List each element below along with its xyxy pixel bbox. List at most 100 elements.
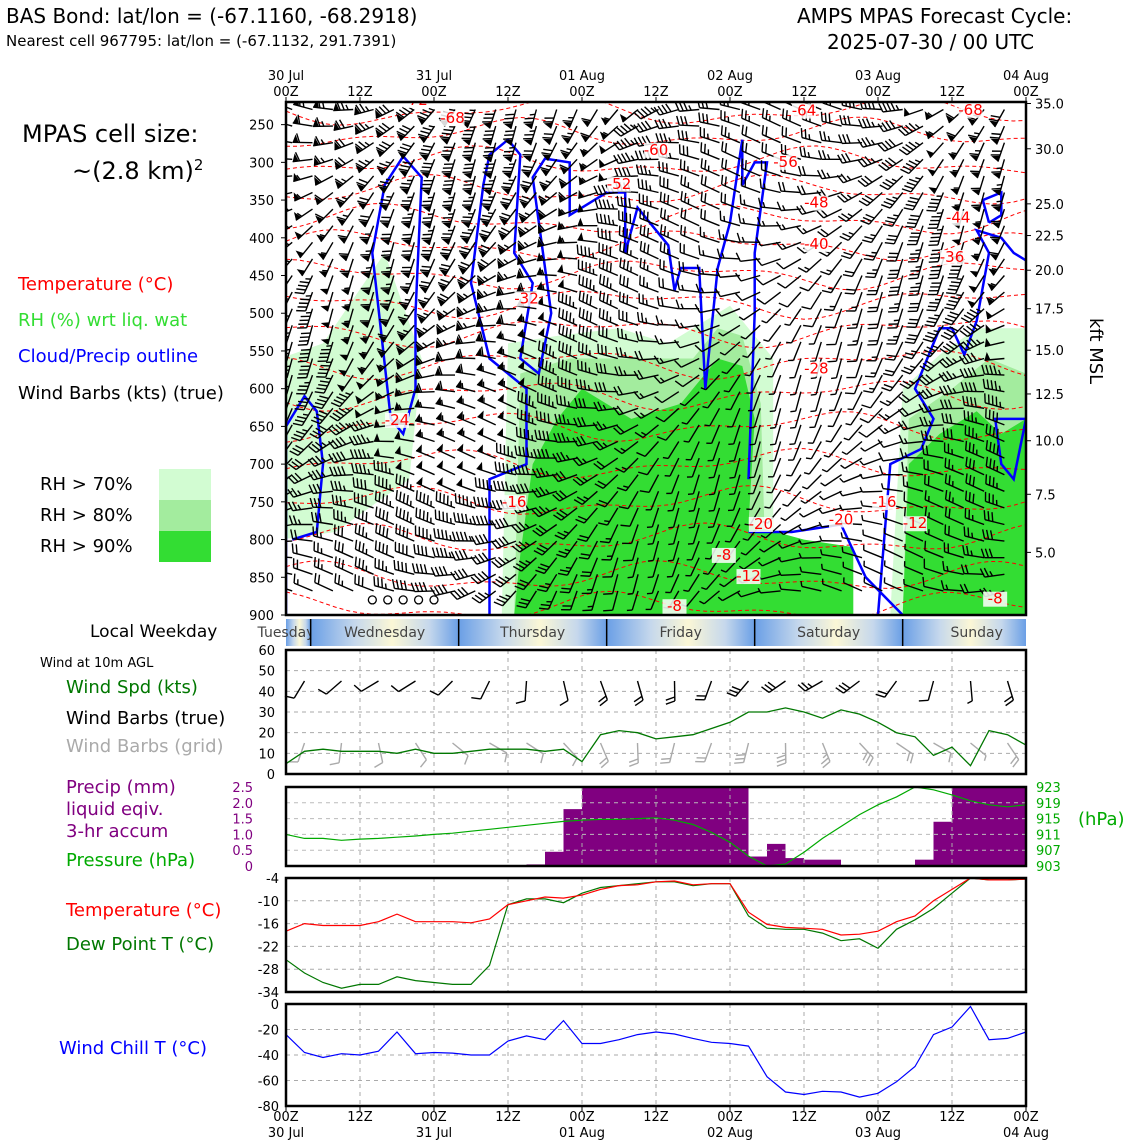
barb-full [518, 212, 528, 219]
barb-full [577, 538, 587, 542]
barb-full [457, 278, 466, 285]
barb-full [558, 191, 567, 200]
barb-full [374, 490, 377, 501]
barb-full [401, 124, 412, 131]
wind-barb [327, 436, 354, 450]
barb-full [927, 460, 929, 471]
wind-barb [596, 490, 619, 508]
barb-flag [990, 138, 999, 145]
barb-full [440, 136, 450, 139]
wind-barb [496, 314, 517, 326]
barb-flag [537, 281, 543, 290]
barb-full [921, 376, 931, 384]
wind-barb [622, 524, 639, 545]
barb-half [851, 306, 857, 309]
barb-staff [845, 208, 863, 222]
barb-full [862, 239, 872, 244]
barb-staff [374, 566, 395, 575]
wind-barb [757, 197, 781, 210]
wind-barb [723, 374, 741, 393]
barb-full [969, 152, 979, 156]
barb-flag [360, 255, 370, 262]
barb-staff [375, 515, 395, 526]
barb-full [517, 254, 525, 263]
barb-half [810, 393, 817, 396]
barb-full [307, 458, 316, 467]
barb-staff [781, 540, 802, 549]
barb-half [789, 426, 796, 429]
barb-full [923, 558, 926, 569]
wind-barb [918, 374, 944, 386]
barb-half [952, 387, 957, 394]
wind-barb [694, 341, 720, 353]
barb-staff [872, 241, 883, 261]
barb-flag [415, 413, 421, 422]
wind-barb [456, 291, 476, 304]
barb-full [950, 296, 960, 300]
barb-flag [378, 335, 387, 343]
barb-half [321, 121, 325, 127]
barb-full [637, 178, 640, 189]
wind-barb [575, 378, 598, 393]
barb-full [941, 413, 945, 423]
barb-full [421, 265, 432, 268]
wind-barb [456, 477, 476, 492]
barb-full [310, 419, 321, 425]
barb-full [735, 272, 742, 282]
barb-full [297, 389, 308, 391]
wind-barb [376, 341, 395, 358]
barb-full [983, 567, 990, 577]
barb-staff [488, 109, 497, 129]
wind-barb [516, 254, 537, 266]
barb-half [681, 421, 688, 425]
barb-flag [456, 308, 463, 317]
barb-staff [810, 291, 822, 310]
barb-full [864, 375, 875, 378]
barb-half [423, 312, 429, 316]
barb-full [634, 350, 640, 361]
wind-barb [820, 474, 842, 487]
wind-barb [659, 259, 680, 277]
wind-barb [358, 341, 375, 360]
barb-flag [340, 322, 350, 328]
wind-barb [456, 443, 476, 459]
barb-half [687, 182, 690, 188]
barb-full [626, 244, 629, 255]
wind-barb [718, 324, 741, 337]
wind-barb [516, 408, 537, 426]
barb-full [561, 135, 571, 139]
wind-barb [721, 157, 741, 177]
wind-barb [395, 523, 415, 542]
barb-staff [720, 103, 741, 111]
barb-flag [376, 364, 384, 373]
barb-staff [882, 487, 903, 492]
wind-barb [375, 104, 395, 119]
barb-half [365, 266, 372, 269]
barb-full [422, 233, 433, 236]
wind-barb [790, 391, 802, 413]
barb-full [499, 299, 504, 310]
barb-staff [396, 357, 415, 370]
barb-full [379, 180, 390, 185]
barb-staff [320, 225, 334, 243]
wind-barb [286, 457, 293, 474]
barb-staff [851, 258, 863, 277]
barb-staff [487, 192, 497, 212]
barb-half [859, 486, 863, 493]
barb-full [296, 415, 307, 420]
barb-full [996, 445, 999, 455]
wind-barb [637, 457, 660, 476]
barb-full [923, 459, 925, 469]
barb-full [991, 204, 1001, 207]
barb-full [837, 195, 845, 203]
barb-flag [538, 197, 546, 206]
wind-barb [860, 208, 883, 225]
barb-flag [476, 362, 483, 372]
barb-full [904, 341, 915, 344]
wind-barb [967, 291, 985, 309]
barb-full [429, 586, 437, 596]
wind-barb [943, 542, 964, 559]
wind-barb [679, 391, 700, 407]
barb-flag [456, 294, 464, 303]
barb-full [395, 523, 398, 534]
